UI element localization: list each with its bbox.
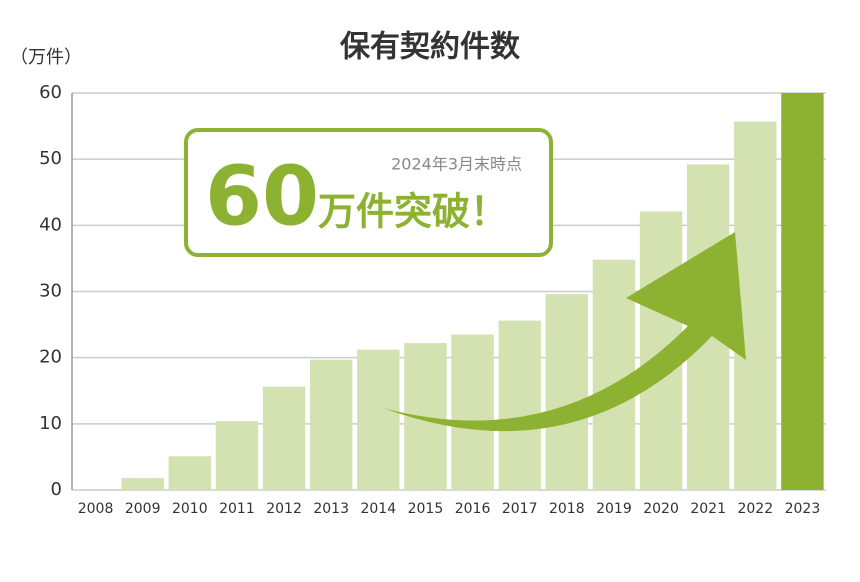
chart-title: 保有契約件数 xyxy=(340,30,521,65)
x-tick-label: 2021 xyxy=(690,501,726,517)
x-tick-label: 2012 xyxy=(266,501,302,517)
bar xyxy=(262,386,306,490)
growth-arrow xyxy=(383,232,746,432)
y-tick-label: 30 xyxy=(39,281,62,302)
x-tick-label: 2010 xyxy=(172,501,208,517)
bar xyxy=(498,320,541,490)
bar xyxy=(451,334,494,490)
annotation-text: 万件突破！ xyxy=(318,190,508,234)
y-tick-label: 10 xyxy=(39,413,62,434)
y-tick-label: 40 xyxy=(39,214,62,235)
annotation-box xyxy=(184,128,553,257)
x-tick-label: 2022 xyxy=(737,501,773,517)
annotation-number: 60 xyxy=(205,149,319,244)
x-tick-label: 2009 xyxy=(125,501,161,517)
bar xyxy=(309,359,353,490)
x-tick-label: 2013 xyxy=(313,501,349,517)
y-axis-label: （万件） xyxy=(10,47,82,68)
bar xyxy=(545,294,589,490)
x-tick-label: 2011 xyxy=(219,501,255,517)
y-tick-label: 50 xyxy=(39,148,62,169)
y-tick-label: 60 xyxy=(39,82,62,103)
x-tick-label: 2017 xyxy=(502,501,538,517)
x-tick-label: 2016 xyxy=(455,501,491,517)
y-tick-label: 0 xyxy=(51,479,62,500)
x-tick-label: 2015 xyxy=(408,501,444,517)
x-tick-label: 2014 xyxy=(360,501,396,517)
bar xyxy=(215,421,259,490)
bar xyxy=(168,456,212,490)
x-tick-label: 2023 xyxy=(785,501,821,517)
x-tick-label: 2019 xyxy=(596,501,632,517)
bar xyxy=(121,478,164,490)
x-tick-label: 2018 xyxy=(549,501,585,517)
bar xyxy=(357,349,400,490)
bar xyxy=(781,93,824,490)
y-tick-label: 20 xyxy=(39,347,62,368)
x-tick-label: 2008 xyxy=(78,501,114,517)
annotation-note: 2024年3月末時点 xyxy=(391,155,522,174)
x-tick-label: 2020 xyxy=(643,501,679,517)
